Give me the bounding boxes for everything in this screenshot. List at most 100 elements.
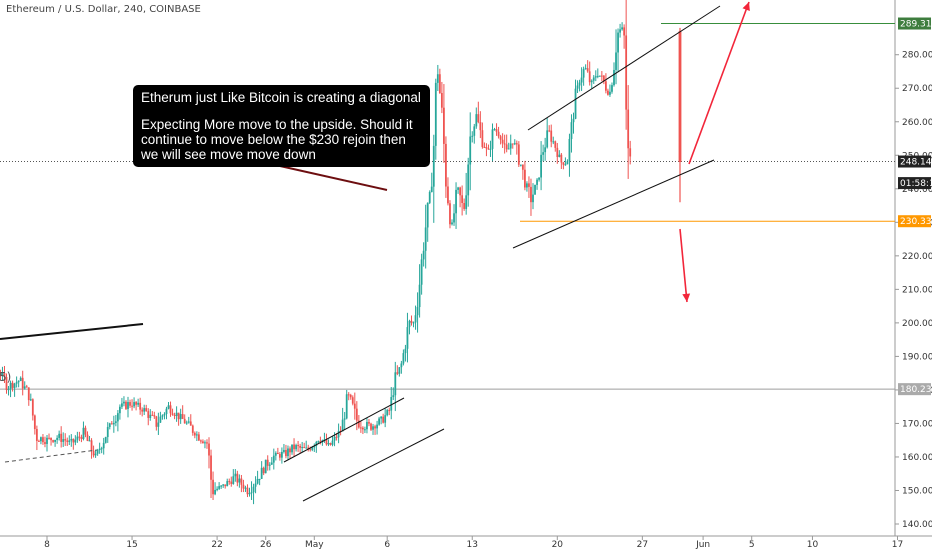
candle-body-249 [455,189,457,214]
candle-body-305 [568,138,571,162]
candle-body-133 [220,485,223,487]
candle-body-243 [443,107,445,144]
annotation-callout[interactable]: Etherum just Like Bitcoin is creating a … [133,85,430,167]
candle-body-81 [114,421,117,423]
candle-body-257 [471,135,474,137]
candle-body-188 [331,440,334,445]
candle-body-155 [264,459,267,474]
candle-body-272 [501,139,504,144]
candle-body-31 [13,383,16,388]
indicator-fragment-label: 5) [0,370,12,384]
candle-body-245 [447,186,449,204]
candle-body-269 [495,129,498,132]
candle-body-94 [141,409,144,412]
price-tag-bg-230.33 [898,215,931,228]
candle-body-180 [315,441,318,447]
candle-body-324 [607,90,609,95]
candle-body-36 [23,386,26,389]
candle-body-212 [380,416,383,419]
candle-body-172 [299,445,302,448]
candle-body-47 [46,437,48,444]
y-tick-label-220: 220.00 [902,252,932,262]
candle-body-129 [212,479,214,495]
candle-body-102 [157,422,160,427]
candle-body-71 [94,453,97,456]
candle-body-244 [445,143,447,187]
candle-body-164 [283,450,285,452]
candle-body-76 [104,437,107,443]
candle-body-322 [602,75,605,82]
candle-body-158 [270,462,273,465]
candle-body-281 [519,164,522,166]
candle-body-203 [362,427,364,430]
candle-body-112 [177,412,180,420]
candle-body-132 [218,486,221,489]
candle-body-221 [398,367,401,374]
candle-body-278 [513,143,516,145]
candle-body-121 [195,434,198,436]
candle-body-77 [106,426,109,438]
candle-body-287 [532,194,534,203]
candle-body-59 [70,438,73,441]
candle-body-175 [305,447,308,449]
candle-body-334 [627,109,630,149]
x-tick-label-5: 5 [749,540,755,550]
candle-body-193 [341,419,344,432]
candle-body-105 [163,414,166,416]
candle-body-276 [509,143,512,149]
downside-arrow-head [682,293,691,302]
candle-body-261 [479,122,482,131]
candle-body-181 [317,441,320,443]
candle-body-141 [236,473,239,483]
candle-body-327 [613,69,615,86]
candle-body-83 [119,406,121,414]
candle-body-39 [29,399,32,401]
x-tick-label-27: 27 [637,540,648,550]
candle-body-266 [489,148,492,150]
candle-body-82 [116,413,119,422]
candle-body-241 [438,74,441,94]
candle-body-26 [3,372,6,377]
candle-body-277 [511,143,514,145]
x-tick-label-26: 26 [260,540,272,550]
candle-body-332 [623,27,626,36]
candle-body-115 [183,418,186,424]
candle-body-169 [293,444,295,450]
candle-body-219 [394,372,397,396]
candle-body-58 [68,440,71,442]
candle-body-196 [347,394,350,396]
candle-body-189 [333,436,336,441]
candle-body-28 [7,389,10,391]
candle-body-300 [558,154,561,157]
candle-body-236 [428,192,431,203]
candle-body-93 [139,402,142,410]
candle-body-317 [592,77,595,81]
y-tick-label-150: 150.00 [902,486,932,496]
candle-body-174 [303,447,306,449]
candle-body-233 [422,250,425,260]
candle-body-303 [564,164,567,166]
dashed-trend-line [4,449,98,463]
candle-body-147 [248,493,251,495]
candle-body-263 [483,146,486,148]
candle-body-86 [125,401,127,409]
candle-body-156 [266,459,269,466]
candle-body-211 [378,418,380,425]
candle-body-273 [503,143,506,145]
candle-body-38 [27,387,30,401]
candle-body-289 [536,179,538,185]
candle-body-122 [197,434,200,441]
candle-body-127 [208,443,210,456]
candle-body-168 [291,444,293,453]
candle-body-159 [272,455,275,463]
candle-body-100 [153,415,156,417]
candle-body-275 [507,148,510,150]
candle-body-248 [453,213,455,223]
candle-body-123 [200,440,202,442]
chart-title: Ethereum / U.S. Dollar, 240, COINBASE [6,4,201,15]
candle-body-299 [556,147,559,157]
candle-body-240 [436,74,439,83]
candle-body-320 [598,75,601,77]
candle-body-274 [505,144,508,150]
